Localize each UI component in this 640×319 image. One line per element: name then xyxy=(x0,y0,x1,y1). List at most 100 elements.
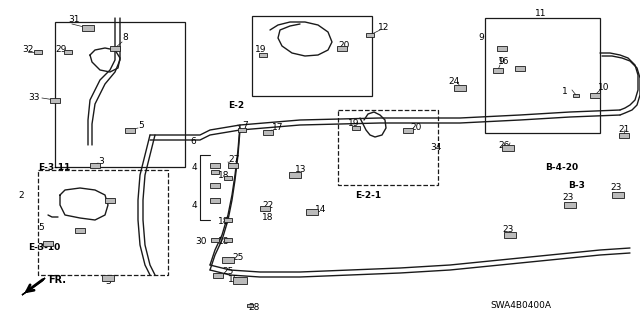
Bar xyxy=(497,46,507,50)
Bar xyxy=(210,182,220,188)
Bar xyxy=(564,202,576,208)
Bar xyxy=(366,33,374,37)
Bar xyxy=(590,93,600,98)
Bar xyxy=(485,18,600,133)
Bar xyxy=(454,85,466,91)
Text: 2: 2 xyxy=(18,190,24,199)
Text: 3: 3 xyxy=(105,277,111,286)
Bar xyxy=(110,46,120,50)
Text: 10: 10 xyxy=(598,84,609,93)
Bar xyxy=(38,170,168,275)
Bar xyxy=(210,197,220,203)
Bar xyxy=(82,25,94,31)
Bar xyxy=(55,22,185,167)
Text: 18: 18 xyxy=(262,213,273,222)
Text: 14: 14 xyxy=(315,205,326,214)
Bar xyxy=(504,232,516,238)
Bar xyxy=(619,132,629,137)
Bar xyxy=(493,68,503,72)
Text: 11: 11 xyxy=(535,10,547,19)
Bar xyxy=(252,16,372,96)
Text: 9: 9 xyxy=(498,57,504,66)
Bar xyxy=(43,241,53,246)
Text: 31: 31 xyxy=(68,16,79,25)
Bar xyxy=(515,65,525,70)
Text: 15: 15 xyxy=(228,276,239,285)
Bar xyxy=(211,238,219,242)
Text: 24: 24 xyxy=(448,78,460,86)
Text: 30: 30 xyxy=(195,238,207,247)
Bar xyxy=(90,162,100,167)
Text: 28: 28 xyxy=(248,303,259,313)
Text: 23: 23 xyxy=(610,183,621,192)
Bar xyxy=(228,162,238,167)
Bar xyxy=(224,176,232,180)
Bar xyxy=(338,110,438,185)
Bar xyxy=(238,128,246,132)
Text: 3: 3 xyxy=(98,158,104,167)
Text: 27: 27 xyxy=(228,155,239,165)
Bar xyxy=(102,275,114,281)
Text: 12: 12 xyxy=(378,24,389,33)
Bar xyxy=(224,238,232,242)
Text: 5: 5 xyxy=(38,224,44,233)
Text: 19: 19 xyxy=(255,46,266,55)
Bar xyxy=(260,205,270,211)
Bar xyxy=(75,227,85,233)
Bar xyxy=(259,53,267,57)
Text: 18: 18 xyxy=(218,170,230,180)
Text: 22: 22 xyxy=(262,201,273,210)
Bar xyxy=(233,277,247,284)
Bar xyxy=(502,145,514,151)
Text: 16: 16 xyxy=(498,57,509,66)
Text: 29: 29 xyxy=(55,46,67,55)
Text: 8: 8 xyxy=(122,33,128,42)
Text: 4: 4 xyxy=(192,201,198,210)
Bar xyxy=(306,209,318,215)
Bar xyxy=(337,46,347,50)
Bar xyxy=(34,50,42,54)
Text: 5: 5 xyxy=(138,122,144,130)
Bar xyxy=(352,126,360,130)
Bar xyxy=(403,128,413,132)
Bar xyxy=(210,162,220,167)
Text: 33: 33 xyxy=(28,93,40,102)
Text: 18: 18 xyxy=(218,238,230,247)
Bar xyxy=(263,130,273,135)
Bar xyxy=(64,50,72,54)
Text: SWA4B0400A: SWA4B0400A xyxy=(490,300,551,309)
Text: 7: 7 xyxy=(242,122,248,130)
Text: 20: 20 xyxy=(410,123,421,132)
Text: 18: 18 xyxy=(218,218,230,226)
Bar xyxy=(612,192,624,198)
Text: E-3-11: E-3-11 xyxy=(38,164,70,173)
Text: 19: 19 xyxy=(348,120,360,129)
Polygon shape xyxy=(22,278,45,295)
Text: 21: 21 xyxy=(618,125,629,135)
Text: 17: 17 xyxy=(272,123,284,132)
Bar xyxy=(125,128,135,132)
Bar xyxy=(213,272,223,278)
Text: B-3: B-3 xyxy=(568,181,585,189)
Text: 4: 4 xyxy=(192,164,198,173)
Text: FR.: FR. xyxy=(48,275,66,285)
Bar xyxy=(50,98,60,102)
Text: 20: 20 xyxy=(338,41,349,50)
Text: 9: 9 xyxy=(478,33,484,42)
Text: 25: 25 xyxy=(232,254,243,263)
Text: 32: 32 xyxy=(22,46,33,55)
Text: 23: 23 xyxy=(502,226,513,234)
Text: 34: 34 xyxy=(430,144,442,152)
Bar xyxy=(222,257,234,263)
Text: 1: 1 xyxy=(562,87,568,97)
Bar xyxy=(573,93,579,97)
Text: E-2: E-2 xyxy=(228,100,244,109)
Bar xyxy=(289,172,301,178)
Text: 6: 6 xyxy=(190,137,196,146)
Bar xyxy=(224,218,232,222)
Text: 25: 25 xyxy=(222,268,234,277)
Bar xyxy=(211,170,219,174)
Text: B-4-20: B-4-20 xyxy=(545,164,578,173)
Text: E-3-10: E-3-10 xyxy=(28,242,60,251)
Text: 23: 23 xyxy=(562,194,573,203)
